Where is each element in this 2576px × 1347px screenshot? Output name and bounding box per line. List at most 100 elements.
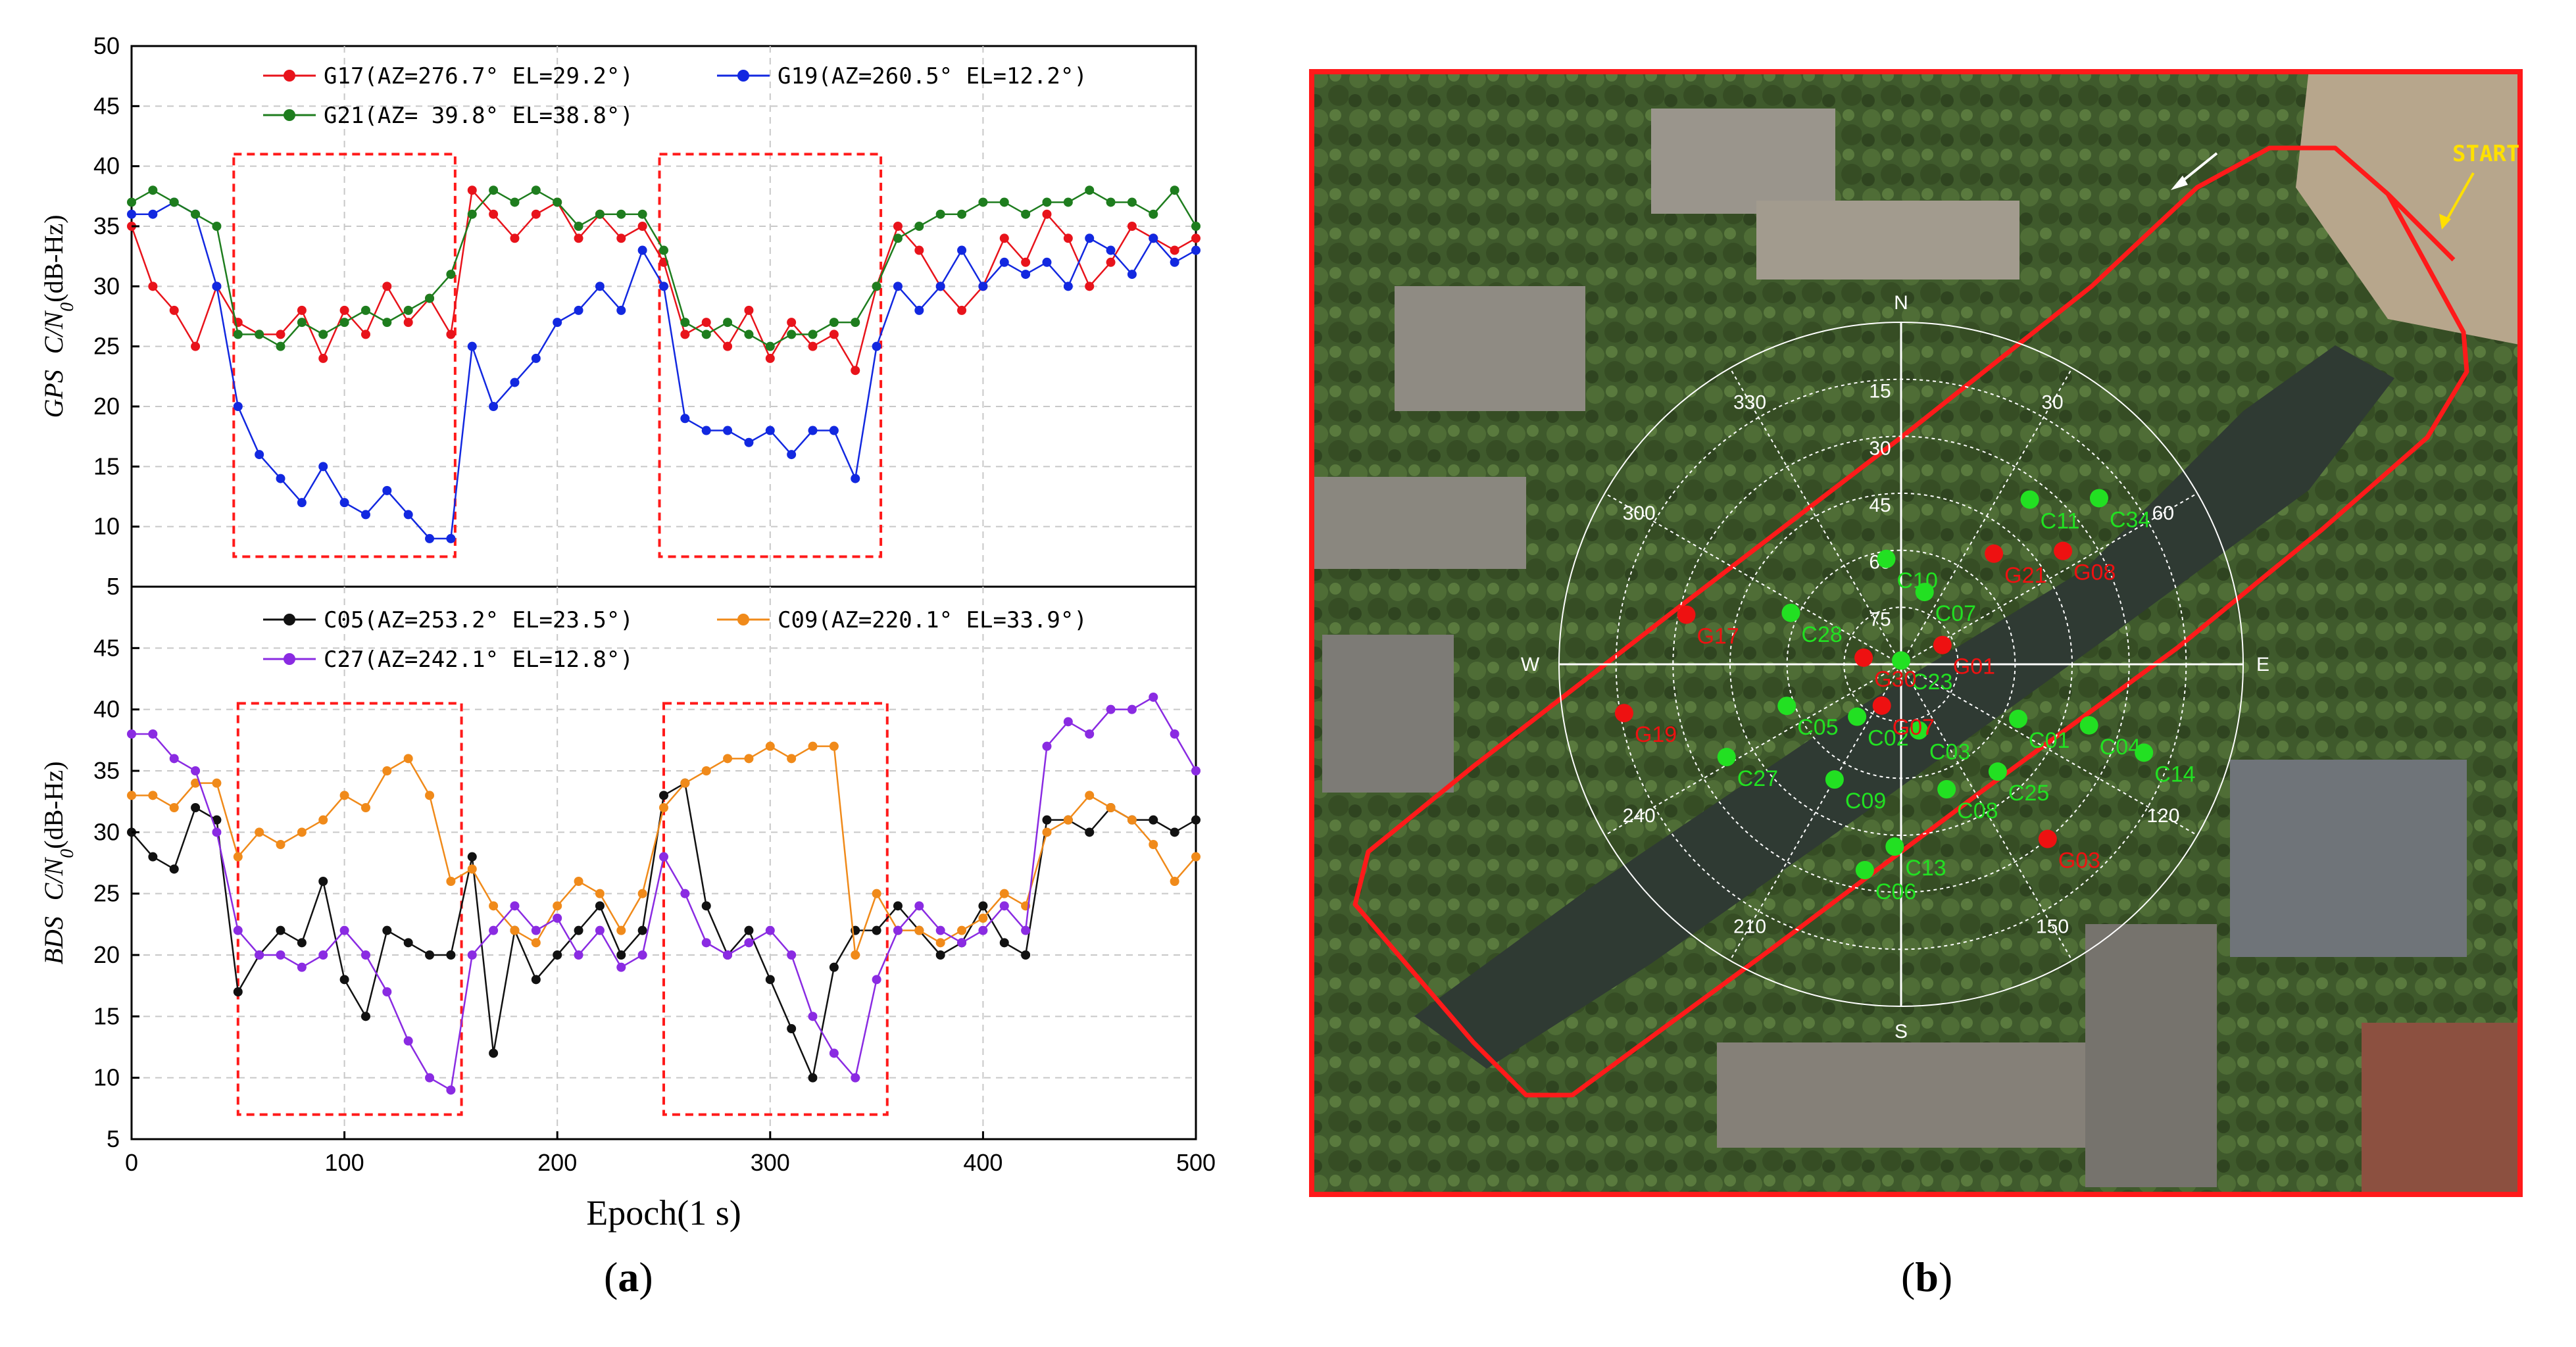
satellite-marker — [1988, 762, 2007, 781]
azimuth-label: 60 — [2152, 502, 2174, 524]
data-point — [339, 498, 349, 508]
satellite-label: C08 — [1957, 798, 1998, 823]
y-tick-label: 20 — [93, 941, 120, 968]
data-point — [978, 925, 988, 935]
gps-y-axis-label: GPS C/N0(dB-Hz) — [39, 214, 78, 418]
satellite-label: C25 — [2008, 781, 2049, 806]
satellite-marker — [1915, 583, 1934, 602]
data-point — [1063, 717, 1073, 727]
data-point — [787, 754, 797, 764]
data-point — [1127, 197, 1137, 207]
data-point — [1063, 815, 1073, 825]
data-point — [744, 305, 754, 315]
data-point — [297, 827, 307, 837]
data-point — [191, 766, 201, 775]
satellite-label: C11 — [2041, 509, 2080, 534]
data-point — [510, 233, 520, 243]
satellite-label: C07 — [1935, 601, 1976, 626]
data-point — [1085, 729, 1095, 739]
data-point — [403, 1036, 413, 1046]
data-point — [382, 318, 392, 328]
data-point — [510, 197, 520, 207]
azimuth-label: 150 — [2036, 916, 2069, 937]
azimuth-label: 330 — [1733, 392, 1766, 414]
data-point — [616, 305, 626, 315]
data-point — [339, 975, 349, 985]
data-point — [255, 950, 264, 960]
data-point — [744, 437, 754, 447]
building — [1717, 1042, 2098, 1148]
data-point — [637, 925, 647, 935]
legend-label: G19(AZ=260.5° EL=12.2°) — [778, 63, 1087, 89]
data-point — [360, 510, 370, 520]
azimuth-spoke — [1729, 664, 1902, 961]
data-point — [616, 925, 626, 935]
data-point — [829, 318, 839, 328]
data-point — [765, 925, 775, 935]
map-frame — [1309, 69, 2523, 1197]
data-point — [659, 282, 668, 291]
data-point — [297, 305, 307, 315]
data-point — [893, 233, 903, 243]
data-point — [914, 305, 924, 315]
data-point — [787, 450, 797, 460]
data-point — [872, 889, 881, 898]
data-point — [1191, 852, 1201, 862]
data-point — [574, 925, 583, 935]
data-point — [765, 975, 775, 985]
data-point — [318, 950, 328, 960]
data-point — [297, 962, 307, 972]
azimuth-label: 120 — [2146, 805, 2179, 827]
data-point — [574, 305, 583, 315]
data-point — [233, 987, 243, 996]
satellite-label: C01 — [2029, 728, 2069, 753]
satellite-marker — [2054, 541, 2073, 560]
x-tick-label: 300 — [751, 1149, 790, 1176]
data-point — [1063, 233, 1073, 243]
data-point — [893, 925, 903, 935]
data-point — [595, 925, 605, 935]
legend-marker — [284, 653, 295, 665]
data-point — [744, 938, 754, 948]
data-point — [701, 901, 711, 911]
legend-label: G21(AZ= 39.8° EL=38.8°) — [324, 103, 633, 129]
y-tick-label: 15 — [93, 453, 120, 479]
y-tick-label: 45 — [93, 634, 120, 661]
satellite-label: C13 — [1905, 856, 1946, 881]
data-point — [318, 815, 328, 825]
y-tick-label: 15 — [93, 1002, 120, 1029]
data-point — [510, 901, 520, 911]
data-point — [1106, 704, 1116, 714]
data-point — [701, 766, 711, 775]
data-point — [148, 729, 158, 739]
data-point — [637, 222, 647, 231]
satellite-label: C06 — [1875, 879, 1916, 904]
data-point — [531, 185, 541, 195]
satellite-label: G01 — [1953, 654, 1995, 679]
data-point — [701, 318, 711, 328]
data-point — [467, 852, 477, 862]
building — [2230, 760, 2467, 957]
data-point — [935, 209, 945, 219]
data-point — [212, 815, 222, 825]
satellite-marker — [1877, 549, 1896, 568]
data-point — [446, 877, 456, 886]
data-point — [851, 474, 860, 483]
data-point — [1042, 257, 1052, 267]
data-point — [574, 233, 583, 243]
data-point — [616, 962, 626, 972]
data-point — [1191, 766, 1201, 775]
y-tick-label: 35 — [93, 757, 120, 784]
data-point — [999, 938, 1009, 948]
water-channel — [1414, 345, 2394, 1069]
data-point — [637, 950, 647, 960]
data-point — [169, 754, 179, 764]
data-point — [957, 209, 967, 219]
data-point — [701, 938, 711, 948]
data-point — [935, 938, 945, 948]
satellite-marker — [1777, 697, 1796, 716]
data-point — [489, 925, 499, 935]
satellite-label: G08 — [2073, 560, 2116, 585]
data-point — [297, 498, 307, 508]
data-point — [1127, 222, 1137, 231]
